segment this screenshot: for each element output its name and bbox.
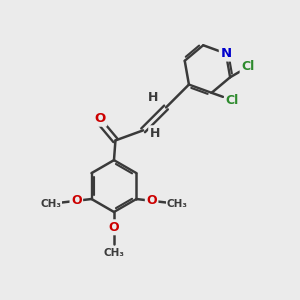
Text: CH₃: CH₃ [41,199,62,209]
Text: CH₃: CH₃ [103,248,124,258]
Text: CH₃: CH₃ [166,199,187,209]
Text: Cl: Cl [226,94,239,107]
Text: Cl: Cl [241,61,254,74]
Text: O: O [71,194,82,207]
Text: O: O [146,194,157,207]
Text: O: O [94,112,106,125]
Text: H: H [148,91,158,103]
Text: N: N [220,47,232,60]
Text: H: H [150,127,160,140]
Text: O: O [109,221,119,234]
